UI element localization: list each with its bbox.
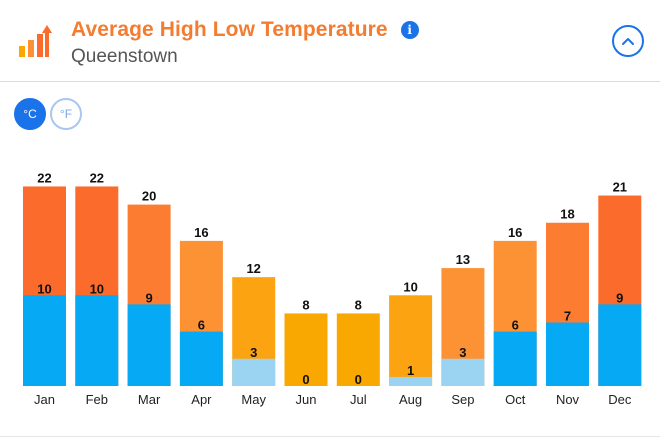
collapse-button[interactable] (612, 25, 644, 57)
month-tick-label: Jul (350, 392, 367, 407)
location-subtitle: Queenstown (71, 46, 178, 67)
month-tick-label: Aug (399, 392, 422, 407)
page-title: Average High Low Temperature (71, 18, 388, 41)
low-bar-aug (389, 376, 433, 386)
temperature-bar-chart: 2210Jan2210Feb209Mar166Apr123May80Jun80J… (23, 170, 642, 407)
low-value-label: 9 (145, 290, 152, 305)
card-bottom-border (0, 436, 660, 437)
low-bar-mar (127, 304, 171, 386)
chevron-up-icon (622, 38, 634, 45)
low-value-label: 0 (302, 372, 309, 387)
low-value-label: 3 (459, 345, 466, 360)
high-value-label: 12 (246, 261, 260, 276)
month-tick-label: Jan (34, 392, 55, 407)
low-value-label: 9 (616, 290, 623, 305)
high-bar-aug (389, 295, 433, 386)
low-value-label: 6 (198, 318, 205, 333)
month-tick-label: Feb (86, 392, 108, 407)
bar-chart-arrow-icon (19, 25, 52, 57)
high-bar-jun (284, 313, 328, 386)
low-bar-sep (441, 358, 485, 386)
low-bar-dec (598, 304, 642, 386)
unit-celsius-button[interactable]: °C (14, 98, 46, 130)
low-bar-oct (493, 331, 537, 386)
high-value-label: 13 (456, 252, 470, 267)
month-tick-label: Mar (138, 392, 161, 407)
low-value-label: 10 (37, 281, 51, 296)
low-value-label: 0 (355, 372, 362, 387)
card-header: Average High Low Temperature i Queenstow… (0, 0, 660, 82)
month-tick-label: May (241, 392, 266, 407)
high-value-label: 21 (613, 180, 627, 195)
low-bar-apr (179, 331, 223, 386)
high-value-label: 8 (355, 297, 362, 312)
high-value-label: 10 (403, 279, 417, 294)
month-tick-label: Dec (608, 392, 632, 407)
high-value-label: 22 (37, 170, 51, 185)
low-bar-feb (75, 295, 119, 386)
high-value-label: 20 (142, 189, 156, 204)
month-tick-label: Sep (451, 392, 474, 407)
low-value-label: 6 (512, 318, 519, 333)
high-value-label: 22 (90, 170, 104, 185)
high-bar-jul (336, 313, 380, 386)
high-value-label: 16 (508, 225, 522, 240)
info-icon[interactable]: i (400, 21, 419, 39)
high-value-label: 16 (194, 225, 208, 240)
low-value-label: 10 (90, 281, 104, 296)
low-bar-may (232, 358, 276, 386)
high-value-label: 18 (560, 207, 574, 222)
low-value-label: 3 (250, 345, 257, 360)
month-tick-label: Apr (191, 392, 212, 407)
high-value-label: 8 (302, 297, 309, 312)
low-bar-nov (546, 322, 589, 386)
unit-fahrenheit-button[interactable]: °F (50, 98, 82, 130)
low-value-label: 7 (564, 309, 571, 324)
low-value-label: 1 (407, 363, 414, 378)
month-tick-label: Oct (505, 392, 526, 407)
month-tick-label: Jun (296, 392, 317, 407)
low-bar-jan (23, 295, 66, 386)
month-tick-label: Nov (556, 392, 580, 407)
